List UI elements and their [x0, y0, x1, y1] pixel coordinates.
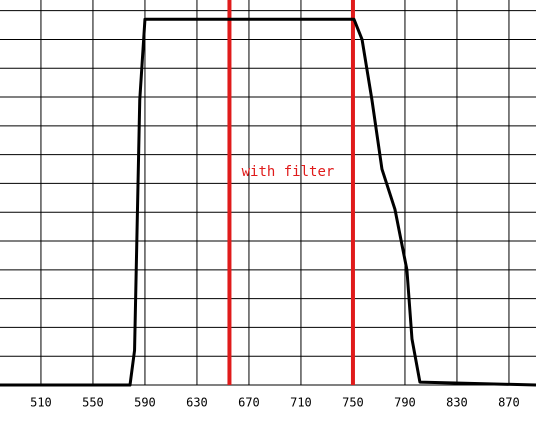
x-tick-label: 870 [498, 396, 520, 410]
line-series [0, 17, 536, 387]
x-tick-label: 670 [238, 396, 260, 410]
annotation: with filter [242, 164, 335, 180]
x-tick-label: 830 [446, 396, 468, 410]
x-tick-label: 550 [82, 396, 104, 410]
x-tick-label: 510 [30, 396, 52, 410]
x-tick-label: 630 [186, 396, 208, 410]
x-tick-label: 590 [134, 396, 156, 410]
x-tick-label: 750 [342, 396, 364, 410]
x-tick-label: 790 [394, 396, 416, 410]
x-tick-label: 710 [290, 396, 312, 410]
